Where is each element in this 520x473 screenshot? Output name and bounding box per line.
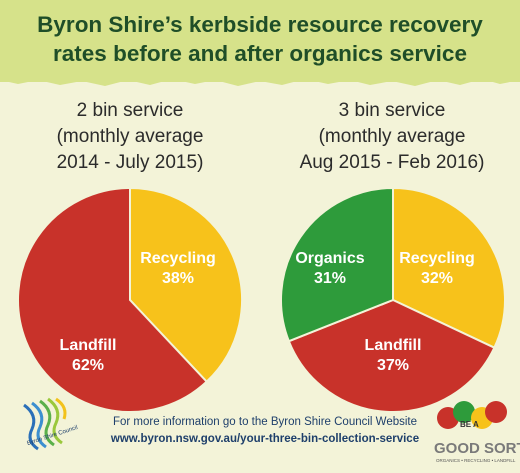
right-title-line-1: 3 bin service <box>338 100 446 121</box>
pie-slice-landfill <box>17 186 209 413</box>
pie-slice-recycling <box>129 186 243 384</box>
slice-value-landfill: 62% <box>72 357 104 374</box>
footer-url-link[interactable]: www.byron.nsw.gov.au/your-three-bin-coll… <box>110 433 420 445</box>
page-title: Byron Shire’s kerbside resource recovery… <box>0 10 520 68</box>
right-title-line-3: Aug 2015 - Feb 2016) <box>299 152 485 173</box>
header-band <box>0 0 520 82</box>
slice-label-recycling: Recycling <box>140 250 216 267</box>
right-title-line-2: (monthly average <box>318 126 466 147</box>
left-title-line-1: 2 bin service <box>76 100 184 121</box>
header-torn-edge <box>0 70 520 86</box>
slice-label-organics: Organics <box>295 250 364 267</box>
footer-info-text: For more information go to the Byron Shi… <box>112 416 418 428</box>
pie-slice-organics <box>280 186 394 343</box>
slice-value-landfill: 37% <box>377 357 409 374</box>
slice-label-recycling: Recycling <box>399 250 475 267</box>
slice-label-landfill: Landfill <box>60 337 117 354</box>
pie-chart-2-bin: Recycling 38% Landfill 62% <box>17 186 243 413</box>
slice-label-landfill: Landfill <box>365 337 422 354</box>
pie-slice-recycling <box>392 186 506 350</box>
title-line-2: rates before and after organics service <box>53 41 467 66</box>
title-line-1: Byron Shire’s kerbside resource recovery <box>37 12 483 37</box>
right-logo-line-1: BE A <box>460 420 479 429</box>
right-chart-title: 3 bin service (monthly average Aug 2015 … <box>262 98 520 176</box>
right-logo-line-3: ORGANICS • RECYCLING • LANDFILL <box>436 458 516 463</box>
left-title-line-2: (monthly average <box>56 126 204 147</box>
be-a-good-sort-logo: BE A GOOD SORT ORGANICS • RECYCLING • LA… <box>432 398 520 468</box>
slice-value-organics: 31% <box>314 270 346 287</box>
byron-shire-council-logo: Byron Shire Council <box>18 395 93 455</box>
pie-slice-landfill <box>287 298 496 413</box>
slice-value-recycling: 32% <box>421 270 453 287</box>
pie-chart-3-bin: Recycling 32% Landfill 37% Organics 31% <box>280 186 506 413</box>
left-title-line-3: 2014 - July 2015) <box>56 152 204 173</box>
slice-value-recycling: 38% <box>162 270 194 287</box>
left-chart-title: 2 bin service (monthly average 2014 - Ju… <box>0 98 260 176</box>
right-logo-line-2: GOOD SORT <box>434 440 520 457</box>
